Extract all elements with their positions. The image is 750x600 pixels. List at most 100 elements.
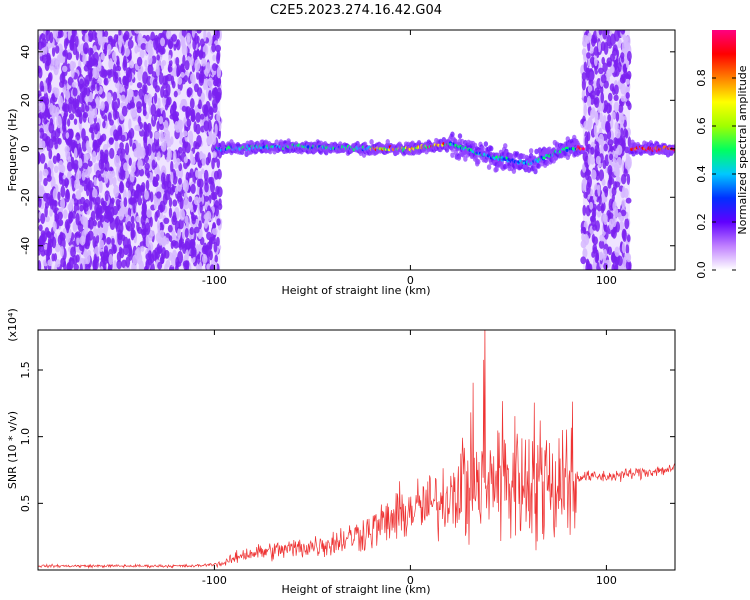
noise-blob <box>583 234 590 246</box>
noise-blob <box>73 263 79 270</box>
noise-blob <box>108 137 114 145</box>
noise-blob <box>621 186 626 198</box>
noise-blob <box>54 243 61 253</box>
noise-blob <box>159 221 165 232</box>
noise-blob <box>608 153 614 161</box>
signal-halo <box>486 164 492 170</box>
noise-blob <box>63 37 68 50</box>
noise-blob <box>183 192 188 200</box>
noise-blob <box>597 184 601 197</box>
y-multiplier-label: (x10⁴) <box>6 308 19 342</box>
signal-halo <box>450 152 455 158</box>
top-y-tick-label: 0 <box>19 145 32 152</box>
noise-blob <box>78 157 83 169</box>
noise-blob <box>583 120 590 130</box>
noise-blob <box>186 36 191 43</box>
noise-blob <box>163 217 170 225</box>
noise-blob <box>615 148 620 155</box>
top-y-tick-label: 20 <box>19 93 32 107</box>
noise-blob <box>117 35 123 48</box>
noise-blob <box>51 46 56 57</box>
noise-blob <box>112 91 118 101</box>
noise-blob <box>95 196 101 206</box>
snr-panel: -100 0 100 0.5 1.0 1.5 Height of straight lin… <box>6 308 676 596</box>
noise-blob <box>63 209 68 219</box>
noise-blob <box>582 179 588 191</box>
noise-blob <box>71 30 76 37</box>
noise-blob <box>87 160 93 167</box>
noise-blob <box>611 193 615 202</box>
noise-blob <box>598 133 605 146</box>
noise-blob <box>88 114 94 125</box>
noise-blob <box>82 162 89 169</box>
noise-blob <box>136 221 140 232</box>
noise-blob <box>621 199 626 209</box>
noise-blob <box>59 245 65 257</box>
noise-blob <box>194 32 198 45</box>
noise-blob <box>140 214 147 226</box>
noise-blob <box>155 174 160 182</box>
noise-blob <box>85 252 91 265</box>
noise-blob <box>88 216 94 230</box>
noise-blob <box>208 250 213 261</box>
noise-blob <box>56 115 62 129</box>
noise-blob <box>588 69 595 82</box>
noise-blob <box>603 216 608 226</box>
noise-blob <box>207 77 214 89</box>
noise-blob <box>145 145 150 156</box>
noise-blob <box>53 165 59 174</box>
noise-blob <box>145 222 151 235</box>
noise-blob <box>88 127 94 134</box>
noise-blob <box>607 179 612 189</box>
noise-blob <box>38 117 41 125</box>
noise-blob <box>159 256 165 264</box>
noise-blob <box>191 246 197 258</box>
noise-blob <box>44 205 48 218</box>
noise-blob <box>177 195 183 203</box>
colorbar-gradient <box>712 30 736 270</box>
noise-blob <box>153 114 158 121</box>
noise-blob <box>51 130 57 142</box>
noise-blob <box>589 90 596 100</box>
noise-blob <box>211 89 217 100</box>
noise-blob <box>159 204 164 213</box>
colorbar-tick-label: 0.2 <box>695 213 708 231</box>
noise-blob <box>139 184 145 192</box>
colorbar-label: Normalized spectral amplitude <box>736 65 749 234</box>
noise-blob <box>154 92 158 104</box>
noise-blob <box>609 145 614 153</box>
noise-blob <box>93 51 99 64</box>
bottom-x-tick-label: 100 <box>596 574 617 587</box>
signal-halo <box>473 154 479 161</box>
noise-blob <box>158 72 164 85</box>
noise-blob <box>100 101 105 111</box>
noise-blob <box>150 253 155 264</box>
noise-blob <box>199 38 205 47</box>
noise-blob <box>39 153 46 164</box>
noise-blob <box>136 56 143 67</box>
noise-blob <box>187 87 193 96</box>
noise-blob <box>172 199 178 207</box>
noise-blob <box>38 260 42 270</box>
noise-blob <box>593 46 599 56</box>
noise-blob <box>168 235 173 243</box>
noise-blob <box>158 116 164 125</box>
noise-blob <box>201 57 207 67</box>
noise-blob <box>606 68 613 78</box>
noise-blob <box>193 226 200 234</box>
noise-blob <box>84 168 91 179</box>
noise-blob <box>155 141 160 153</box>
noise-blob <box>111 51 117 61</box>
colorbar-tick-label: 0.8 <box>695 69 708 87</box>
noise-blob <box>128 248 133 261</box>
noise-blob <box>625 260 632 270</box>
noise-blob <box>118 246 123 255</box>
noise-blob <box>132 200 136 214</box>
noise-blob <box>38 180 41 189</box>
noise-blob <box>121 105 128 117</box>
noise-blob <box>614 264 619 270</box>
noise-blob <box>155 210 160 218</box>
noise-blob <box>89 197 93 211</box>
noise-blob <box>43 82 48 94</box>
noise-blob <box>130 215 135 224</box>
